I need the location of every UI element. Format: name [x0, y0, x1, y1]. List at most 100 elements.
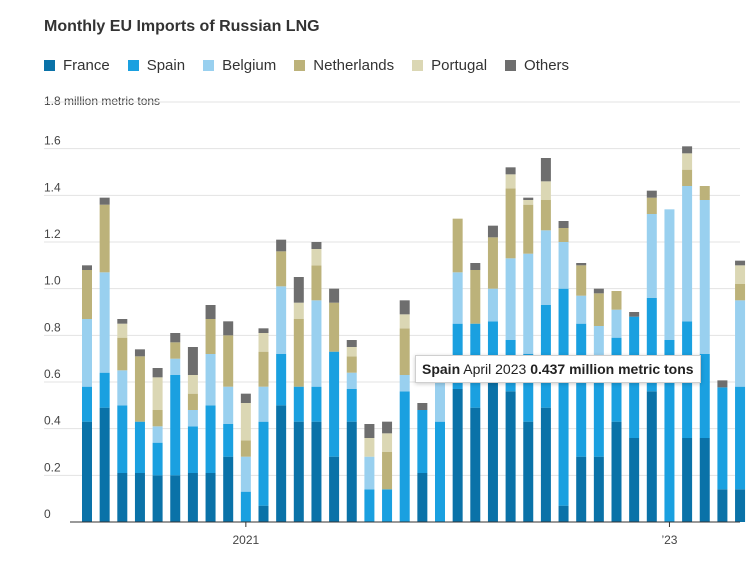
- bar-segment-france[interactable]: [646, 391, 657, 522]
- bar-segment-portugal[interactable]: [382, 433, 393, 452]
- bar-segment-others[interactable]: [99, 197, 110, 205]
- bar-segment-others[interactable]: [646, 190, 657, 198]
- bar-segment-others[interactable]: [487, 225, 498, 238]
- bar-segment-netherlands[interactable]: [399, 328, 410, 375]
- bar-segment-france[interactable]: [346, 421, 357, 522]
- bar-segment-france[interactable]: [223, 456, 234, 522]
- bar-segment-spain[interactable]: [523, 354, 534, 422]
- bar-segment-portugal[interactable]: [240, 403, 251, 441]
- bar-segment-belgium[interactable]: [364, 456, 375, 490]
- bar-segment-france[interactable]: [134, 473, 145, 522]
- bar-segment-france[interactable]: [329, 456, 340, 522]
- bar-segment-portugal[interactable]: [523, 200, 534, 205]
- bar-segment-spain[interactable]: [664, 340, 675, 522]
- bar-segment-others[interactable]: [205, 305, 216, 319]
- bar-segment-others[interactable]: [170, 333, 181, 343]
- bar-segment-portugal[interactable]: [682, 153, 693, 170]
- bar-segment-others[interactable]: [735, 260, 746, 266]
- bar-segment-netherlands[interactable]: [558, 228, 569, 242]
- bar-segment-belgium[interactable]: [399, 375, 410, 392]
- bar-segment-portugal[interactable]: [152, 377, 163, 410]
- bar-segment-spain[interactable]: [646, 298, 657, 392]
- bar-segment-netherlands[interactable]: [735, 284, 746, 301]
- bar-segment-france[interactable]: [293, 421, 304, 522]
- bar-segment-france[interactable]: [523, 421, 534, 522]
- bar-segment-netherlands[interactable]: [523, 204, 534, 254]
- bar-segment-belgium[interactable]: [487, 288, 498, 322]
- bar-segment-netherlands[interactable]: [240, 440, 251, 457]
- bar-segment-others[interactable]: [540, 158, 551, 182]
- bar-segment-netherlands[interactable]: [593, 293, 604, 326]
- bar-segment-spain[interactable]: [276, 354, 287, 406]
- bar-segment-belgium[interactable]: [682, 186, 693, 322]
- bar-segment-spain[interactable]: [346, 389, 357, 422]
- bar-segment-spain[interactable]: [487, 321, 498, 373]
- bar-segment-portugal[interactable]: [187, 375, 198, 394]
- bar-segment-belgium[interactable]: [117, 370, 128, 406]
- bar-segment-others[interactable]: [240, 393, 251, 403]
- bar-segment-belgium[interactable]: [523, 253, 534, 354]
- bar-segment-belgium[interactable]: [505, 258, 516, 340]
- bar-segment-spain[interactable]: [223, 424, 234, 457]
- bar-segment-spain[interactable]: [311, 386, 322, 422]
- bar-segment-belgium[interactable]: [240, 456, 251, 492]
- bar-segment-belgium[interactable]: [170, 358, 181, 375]
- bar-segment-netherlands[interactable]: [329, 302, 340, 352]
- bar-segment-france[interactable]: [152, 475, 163, 522]
- bar-segment-netherlands[interactable]: [276, 251, 287, 287]
- bar-segment-netherlands[interactable]: [487, 237, 498, 289]
- bar-segment-others[interactable]: [276, 239, 287, 252]
- bar-segment-netherlands[interactable]: [646, 197, 657, 214]
- bar-segment-spain[interactable]: [399, 391, 410, 522]
- bar-segment-belgium[interactable]: [82, 319, 92, 387]
- bar-segment-spain[interactable]: [735, 386, 746, 490]
- bar-segment-france[interactable]: [187, 473, 198, 522]
- bar-segment-spain[interactable]: [435, 421, 445, 522]
- bar-segment-belgium[interactable]: [99, 272, 110, 373]
- bar-segment-portugal[interactable]: [258, 333, 269, 352]
- bar-segment-netherlands[interactable]: [452, 218, 463, 273]
- bar-segment-others[interactable]: [382, 421, 393, 434]
- bar-segment-netherlands[interactable]: [152, 410, 163, 427]
- bar-segment-others[interactable]: [346, 340, 357, 347]
- bar-segment-others[interactable]: [593, 288, 604, 294]
- bar-segment-france[interactable]: [276, 405, 287, 522]
- bar-segment-france[interactable]: [205, 473, 216, 522]
- bar-segment-spain[interactable]: [417, 410, 428, 473]
- bar-segment-netherlands[interactable]: [117, 337, 128, 371]
- bar-segment-france[interactable]: [699, 438, 710, 522]
- bar-segment-others[interactable]: [417, 403, 428, 410]
- bar-segment-others[interactable]: [717, 380, 728, 388]
- bar-segment-others[interactable]: [523, 197, 534, 200]
- bar-segment-belgium[interactable]: [205, 354, 216, 406]
- bar-segment-netherlands[interactable]: [170, 342, 181, 359]
- bar-segment-france[interactable]: [258, 505, 269, 522]
- bar-segment-france[interactable]: [540, 407, 551, 522]
- bar-segment-portugal[interactable]: [346, 347, 357, 357]
- bar-segment-others[interactable]: [558, 221, 569, 228]
- bar-segment-belgium[interactable]: [346, 372, 357, 389]
- bar-segment-netherlands[interactable]: [382, 452, 393, 490]
- bar-segment-spain[interactable]: [258, 421, 269, 506]
- bar-segment-france[interactable]: [311, 421, 322, 522]
- bar-segment-netherlands[interactable]: [311, 265, 322, 301]
- bar-segment-netherlands[interactable]: [82, 270, 92, 319]
- bar-segment-spain[interactable]: [170, 375, 181, 476]
- bar-segment-belgium[interactable]: [735, 300, 746, 387]
- bar-segment-france[interactable]: [117, 473, 128, 522]
- bar-segment-netherlands[interactable]: [134, 356, 145, 422]
- bar-segment-spain[interactable]: [576, 323, 587, 457]
- bar-segment-portugal[interactable]: [540, 181, 551, 200]
- bar-segment-spain[interactable]: [152, 442, 163, 476]
- bar-segment-france[interactable]: [82, 421, 92, 522]
- bar-segment-spain[interactable]: [329, 351, 340, 457]
- bar-segment-belgium[interactable]: [187, 410, 198, 427]
- bar-segment-others[interactable]: [311, 242, 322, 249]
- bar-segment-portugal[interactable]: [735, 265, 746, 284]
- bar-segment-belgium[interactable]: [699, 200, 710, 354]
- bar-segment-netherlands[interactable]: [205, 319, 216, 354]
- bar-segment-netherlands[interactable]: [505, 188, 516, 259]
- bar-segment-spain[interactable]: [593, 370, 604, 457]
- bar-segment-others[interactable]: [364, 424, 375, 438]
- bar-segment-netherlands[interactable]: [470, 270, 481, 324]
